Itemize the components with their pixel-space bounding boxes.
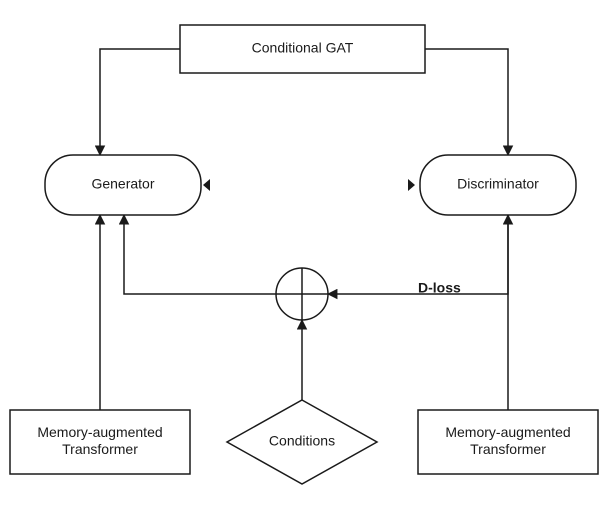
label-transformer_right-1: Transformer: [470, 441, 546, 457]
label-transformer_left-0: Memory-augmented: [37, 424, 162, 440]
label-generator-0: Generator: [91, 176, 154, 192]
label-discriminator-0: Discriminator: [457, 176, 539, 192]
label-transformer_right-0: Memory-augmented: [445, 424, 570, 440]
diagram-canvas: D-loss Conditional GAT Generator Discrimina…: [0, 0, 604, 520]
edge-label-disc-to-combiner: D-loss: [418, 280, 461, 296]
label-transformer_left-1: Transformer: [62, 441, 138, 457]
label-conditional_gat-0: Conditional GAT: [252, 40, 354, 56]
label-conditions-0: Conditions: [269, 433, 335, 449]
